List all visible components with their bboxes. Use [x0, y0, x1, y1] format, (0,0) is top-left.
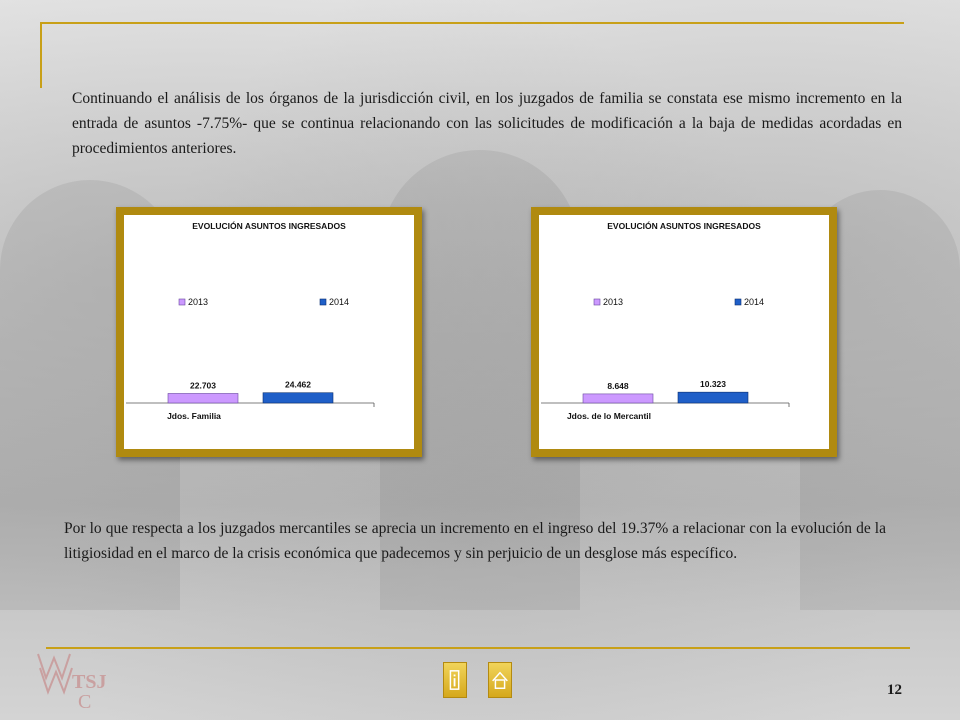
legend-swatch-2014 [319, 298, 327, 306]
mercantil-paragraph: Por lo que respecta a los juzgados merca… [64, 520, 886, 562]
page-number: 12 [887, 682, 902, 698]
category-label: Jdos. Familia [167, 411, 221, 421]
bar-2014 [262, 392, 334, 404]
legend-label-2014: 2014 [744, 297, 764, 307]
home-button[interactable] [488, 662, 512, 698]
tsj-logo: TSJ C [37, 653, 106, 710]
intro-paragraph: Continuando el análisis de los órganos d… [72, 90, 902, 157]
data-label-2013: 8.648 [607, 381, 629, 391]
bottom-rule [46, 647, 910, 649]
legend-swatch-2013 [178, 298, 186, 306]
chart-familia-svg: EVOLUCIÓN ASUNTOS INGRESADOS 2013 2014 22.7… [126, 220, 375, 421]
legend-swatch-2014 [734, 298, 742, 306]
svg-text:C: C [78, 691, 91, 710]
bar-2014 [677, 391, 749, 404]
data-label-2014: 10.323 [700, 379, 726, 389]
home-icon [492, 671, 508, 689]
chart-familia-frame: EVOLUCIÓN ASUNTOS INGRESADOS 2013 2014 22.7… [116, 207, 422, 457]
top-rule [40, 22, 904, 24]
bar-2013 [582, 393, 654, 404]
legend-swatch-2013 [593, 298, 601, 306]
left-corner-rule [40, 22, 42, 88]
data-label-2013: 22.703 [190, 380, 216, 390]
data-label-2014: 24.462 [285, 380, 311, 390]
chart-mercantil-frame: EVOLUCIÓN ASUNTOS INGRESADOS 2013 2014 8.64… [531, 207, 837, 457]
chart-mercantil-plot: EVOLUCIÓN ASUNTOS INGRESADOS 2013 2014 8.64… [539, 215, 829, 449]
legend-label-2013: 2013 [603, 297, 623, 307]
category-label: Jdos. de lo Mercantil [567, 411, 651, 421]
bar-2013 [167, 393, 239, 404]
chart-title: EVOLUCIÓN ASUNTOS INGRESADOS [607, 220, 761, 231]
info-icon [449, 670, 460, 690]
chart-title: EVOLUCIÓN ASUNTOS INGRESADOS [192, 220, 346, 231]
legend-label-2013: 2013 [188, 297, 208, 307]
chart-familia-plot: EVOLUCIÓN ASUNTOS INGRESADOS 2013 2014 22.7… [124, 215, 414, 449]
legend-label-2014: 2014 [329, 297, 349, 307]
info-button[interactable] [443, 662, 467, 698]
chart-mercantil-svg: EVOLUCIÓN ASUNTOS INGRESADOS 2013 2014 8.64… [541, 220, 790, 421]
svg-text:TSJ: TSJ [72, 671, 106, 693]
